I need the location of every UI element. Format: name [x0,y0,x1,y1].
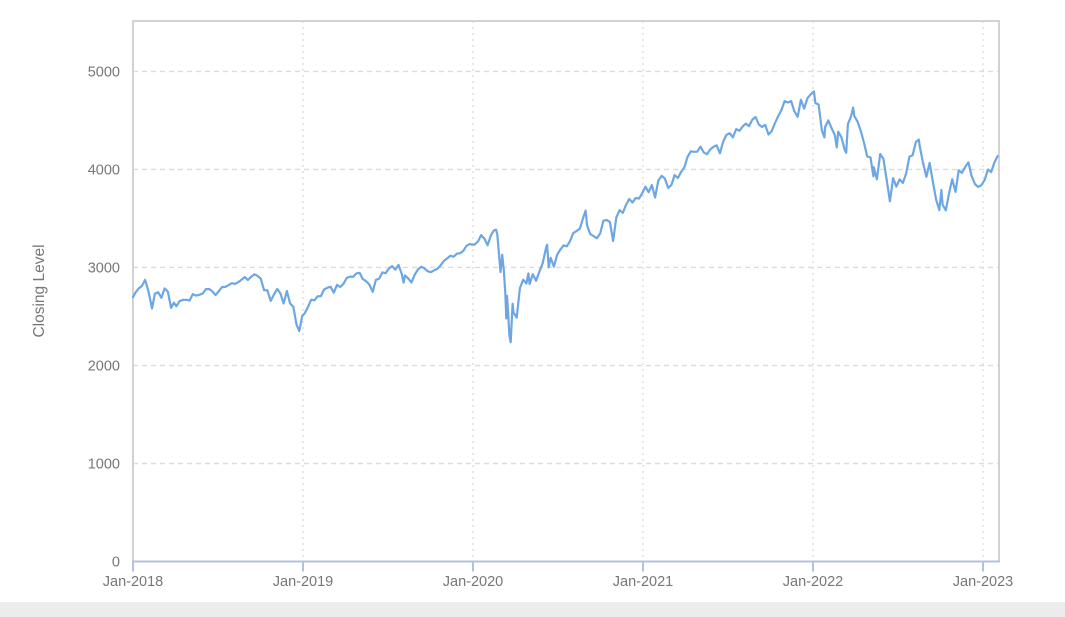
x-axis-tick-label: Jan-2023 [953,574,1013,590]
x-axis-ticks [132,561,985,572]
x-axis-tick-label: Jan-2019 [273,574,333,590]
y-axis-tick-label: 3000 [88,260,120,276]
plot-area[interactable] [133,21,999,562]
series-line-closing-level [131,90,999,344]
y-axis-title: Closing Level [31,244,48,337]
x-axis-tick-label: Jan-2021 [613,574,673,590]
x-axis-tick-label: Jan-2020 [443,574,503,590]
y-axis-tick-label: 0 [112,555,120,571]
y-axis-tick-label: 2000 [88,358,120,374]
y-axis-tick-labels: 0 1000 2000 3000 4000 5000 [88,64,120,570]
page-footer-strip [0,602,1065,617]
y-axis-tick-label: 5000 [88,64,120,80]
y-axis-tick-label: 1000 [88,456,120,472]
x-axis-tick-label: Jan-2022 [783,574,843,590]
x-axis-tick-label: Jan-2018 [103,574,163,590]
gridlines [133,21,999,562]
y-axis-tick-label: 4000 [88,162,120,178]
x-axis-tick-labels: Jan-2018 Jan-2019 Jan-2020 Jan-2021 Jan-2022… [103,574,1013,590]
